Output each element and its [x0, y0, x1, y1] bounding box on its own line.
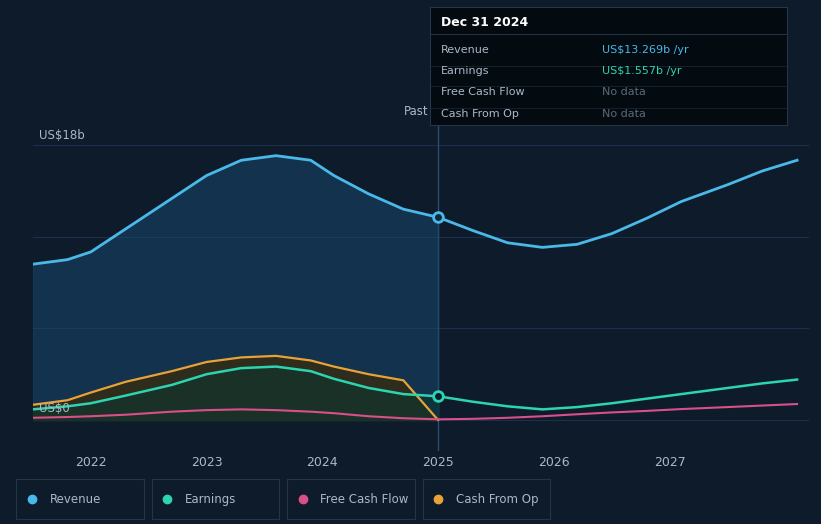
Text: No data: No data [602, 108, 645, 118]
Text: US$18b: US$18b [39, 129, 85, 142]
Text: Earnings: Earnings [185, 493, 236, 506]
Text: Cash From Op: Cash From Op [441, 108, 519, 118]
Text: Dec 31 2024: Dec 31 2024 [441, 16, 528, 29]
Text: US$13.269b /yr: US$13.269b /yr [602, 46, 688, 56]
Text: Free Cash Flow: Free Cash Flow [320, 493, 409, 506]
Text: Free Cash Flow: Free Cash Flow [441, 88, 525, 97]
Text: Past: Past [404, 105, 429, 118]
Text: Revenue: Revenue [49, 493, 101, 506]
Text: US$0: US$0 [39, 402, 70, 416]
Text: No data: No data [602, 88, 645, 97]
Text: Analysts Forecasts: Analysts Forecasts [447, 105, 557, 118]
Text: Cash From Op: Cash From Op [456, 493, 539, 506]
Text: Earnings: Earnings [441, 66, 489, 76]
Text: Revenue: Revenue [441, 46, 489, 56]
Text: US$1.557b /yr: US$1.557b /yr [602, 66, 681, 76]
